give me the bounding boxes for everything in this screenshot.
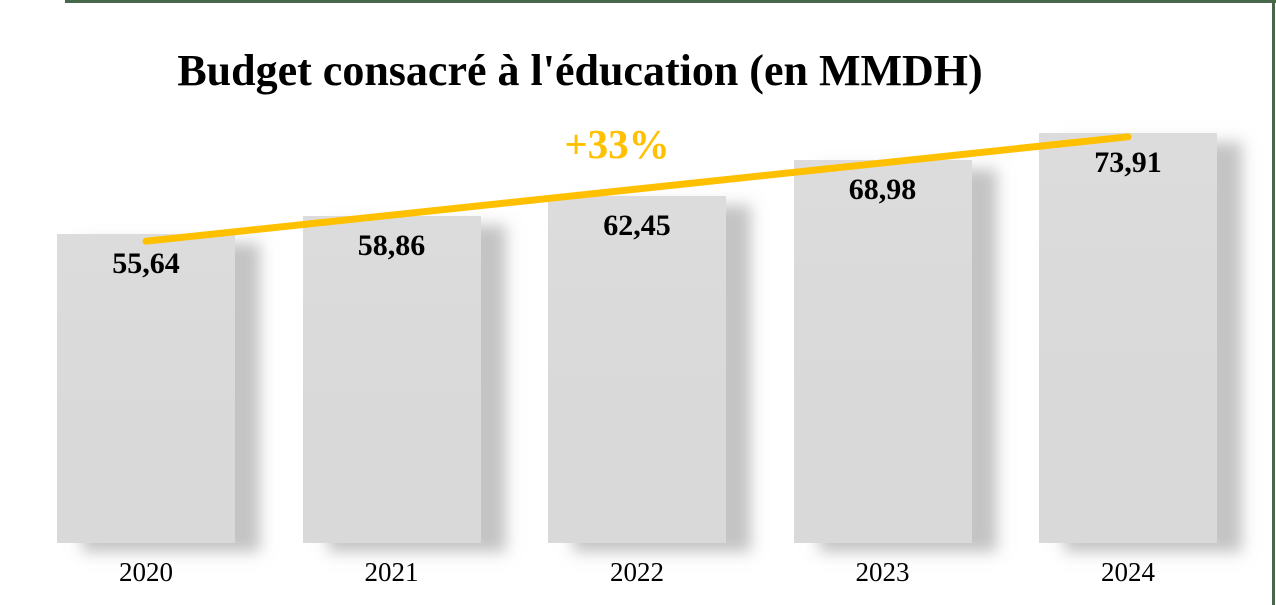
bar: 68,98 (793, 160, 972, 543)
x-axis-label: 2023 (855, 557, 910, 587)
bar-value-label: 62,45 (603, 209, 671, 243)
x-axis-label: 2020 (119, 557, 173, 587)
chart-title: Budget consacré à l'éducation (en MMDH) (177, 46, 983, 96)
bar-group-2020: 55,64 2020 (57, 0, 235, 605)
bar-value-label: 55,64 (112, 247, 180, 281)
bar-group-2023: 68,98 2023 (793, 0, 972, 605)
bar-group-2022: 62,45 2022 (548, 0, 726, 605)
bar: 73,91 (1039, 132, 1217, 543)
x-axis-label: 2022 (610, 557, 664, 587)
bar: 58,86 (302, 216, 481, 543)
bar-group-2024: 73,91 2024 (1039, 0, 1217, 605)
x-axis-label: 2021 (364, 557, 419, 587)
trend-label: +33% (564, 121, 670, 167)
bar-value-label: 73,91 (1094, 145, 1162, 179)
bar-group-2021: 58,86 2021 (302, 0, 481, 605)
top-border-line (65, 0, 1276, 3)
bar-value-label: 68,98 (848, 173, 917, 207)
bar-value-label: 58,86 (357, 229, 426, 263)
bar: 62,45 (548, 196, 726, 543)
bar: 55,64 (57, 234, 235, 543)
x-axis-label: 2024 (1101, 557, 1155, 587)
right-border-line (1272, 0, 1275, 605)
